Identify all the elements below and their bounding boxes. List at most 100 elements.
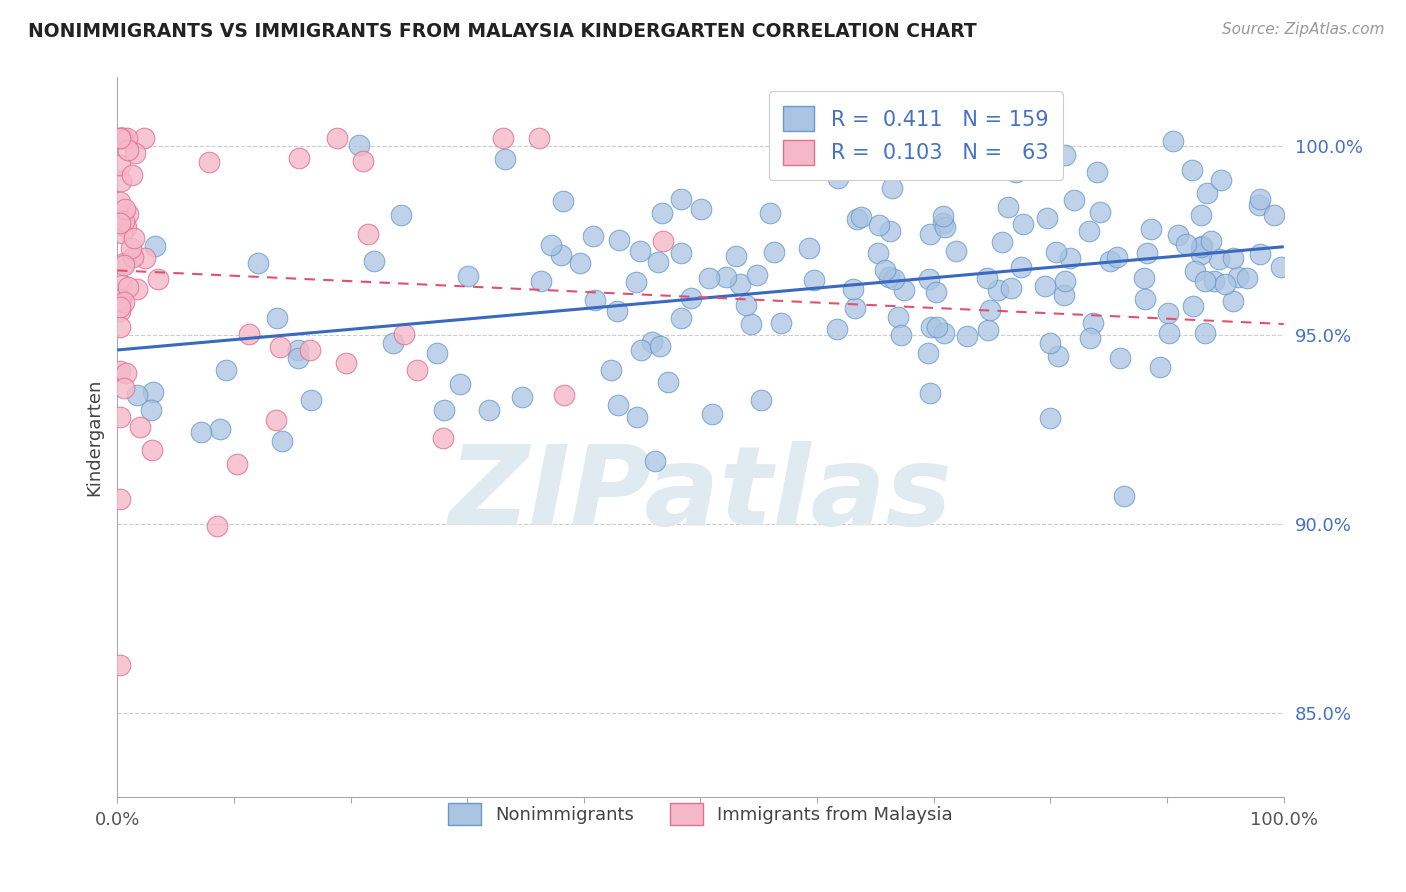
Point	[749, 393, 772, 408]
Point	[644, 454, 666, 468]
Point	[920, 320, 942, 334]
Point	[681, 291, 703, 305]
Point	[641, 334, 664, 349]
Point	[108, 158, 131, 172]
Point	[1063, 194, 1085, 208]
Point	[1012, 217, 1035, 231]
Point	[956, 329, 979, 343]
Point	[129, 420, 152, 434]
Point	[121, 250, 143, 264]
Point	[702, 407, 724, 421]
Point	[1189, 208, 1212, 222]
Point	[108, 195, 131, 210]
Text: NONIMMIGRANTS VS IMMIGRANTS FROM MALAYSIA KINDERGARTEN CORRELATION CHART: NONIMMIGRANTS VS IMMIGRANTS FROM MALAYSI…	[28, 22, 977, 41]
Point	[606, 304, 628, 318]
Point	[879, 224, 901, 238]
Point	[1039, 410, 1062, 425]
Point	[356, 227, 378, 241]
Point	[647, 255, 669, 269]
Point	[873, 263, 896, 277]
Point	[1167, 228, 1189, 243]
Point	[1149, 359, 1171, 374]
Point	[121, 169, 143, 183]
Point	[959, 162, 981, 177]
Point	[1081, 316, 1104, 330]
Point	[849, 210, 872, 224]
Text: ZIPatlas: ZIPatlas	[449, 442, 952, 549]
Point	[1194, 326, 1216, 340]
Point	[326, 131, 349, 145]
Point	[108, 292, 131, 306]
Point	[945, 244, 967, 258]
Point	[600, 363, 623, 377]
Point	[1236, 271, 1258, 285]
Point	[108, 304, 131, 318]
Point	[132, 131, 155, 145]
Point	[124, 146, 146, 161]
Point	[142, 385, 165, 400]
Point	[868, 246, 890, 260]
Point	[1112, 489, 1135, 503]
Point	[112, 256, 135, 270]
Point	[238, 326, 260, 341]
Point	[671, 246, 693, 260]
Point	[352, 153, 374, 168]
Point	[626, 409, 648, 424]
Point	[117, 280, 139, 294]
Point	[758, 205, 780, 219]
Point	[880, 180, 903, 194]
Point	[127, 283, 149, 297]
Text: Source: ZipAtlas.com: Source: ZipAtlas.com	[1222, 22, 1385, 37]
Point	[510, 390, 533, 404]
Point	[112, 214, 135, 228]
Point	[1078, 331, 1101, 345]
Point	[288, 152, 311, 166]
Point	[976, 271, 998, 285]
Point	[890, 328, 912, 343]
Point	[799, 241, 821, 255]
Point	[298, 343, 321, 357]
Point	[1045, 244, 1067, 259]
Point	[108, 217, 131, 231]
Point	[740, 317, 762, 331]
Point	[108, 131, 131, 145]
Point	[1004, 164, 1026, 178]
Point	[1194, 274, 1216, 288]
Point	[1208, 252, 1230, 266]
Point	[877, 269, 900, 284]
Point	[827, 171, 849, 186]
Point	[1052, 288, 1074, 302]
Point	[363, 254, 385, 268]
Point	[934, 127, 956, 141]
Point	[714, 270, 737, 285]
Point	[111, 131, 134, 145]
Point	[1263, 208, 1285, 222]
Point	[1088, 205, 1111, 219]
Point	[624, 275, 647, 289]
Point	[108, 300, 131, 314]
Point	[887, 310, 910, 325]
Point	[143, 239, 166, 253]
Point	[1175, 237, 1198, 252]
Point	[1000, 281, 1022, 295]
Point	[117, 207, 139, 221]
Point	[553, 388, 575, 402]
Point	[1209, 172, 1232, 186]
Point	[697, 270, 720, 285]
Point	[1105, 250, 1128, 264]
Point	[114, 202, 136, 216]
Point	[920, 386, 942, 401]
Point	[1047, 349, 1070, 363]
Point	[803, 273, 825, 287]
Point	[208, 422, 231, 436]
Point	[112, 131, 135, 145]
Point	[1202, 274, 1225, 288]
Point	[669, 310, 692, 325]
Point	[117, 143, 139, 157]
Point	[932, 216, 955, 230]
Point	[1059, 251, 1081, 265]
Point	[1181, 163, 1204, 178]
Point	[449, 377, 471, 392]
Point	[925, 320, 948, 334]
Point	[115, 366, 138, 380]
